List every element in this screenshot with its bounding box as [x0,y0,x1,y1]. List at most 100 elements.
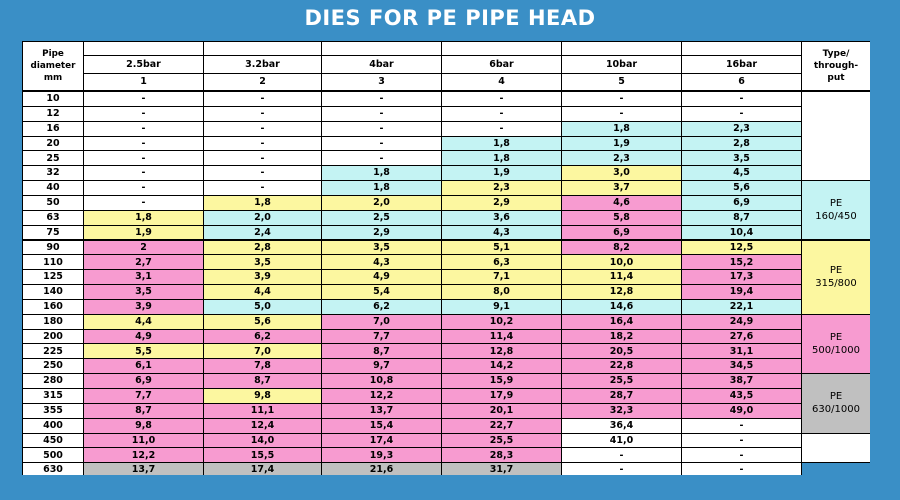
type-throughput-cell: PE 160/450 [802,181,870,240]
pipe-diameter-cell: 500 [23,448,83,463]
table-cell: 11,0 [84,433,203,448]
table-cell: 49,0 [682,403,801,418]
table-cell: 15,9 [442,374,561,388]
column-number: 5 [562,74,681,90]
table-cell: 3,6 [442,210,561,225]
table-cell: 36,4 [562,418,681,433]
table-cell: 41,0 [562,433,681,448]
table-cell: 16,4 [562,314,681,329]
column-header-spacer [442,42,561,55]
pipe-diameter-cell: 110 [23,255,83,270]
table-cell: - [562,463,681,475]
table-cell: 5,6 [204,314,321,329]
pipe-diameter-cell: 125 [23,270,83,285]
table-cell: - [84,181,203,195]
header-line: through- [813,61,859,71]
table-cell: 15,5 [204,448,321,463]
table-cell: 4,3 [322,255,441,270]
column-number: 2 [204,74,321,90]
table-cell: 13,7 [84,463,203,475]
table-cell: 22,1 [682,299,801,314]
pipe-diameter-cell: 180 [23,314,83,329]
type-throughput-cell: PE 315/800 [802,240,870,314]
pressure-header: 2.5bar [84,56,203,73]
pipe-diameter-cell: 250 [23,359,83,374]
table-cell: 2,5 [322,210,441,225]
table-cell: 20,1 [442,403,561,418]
table-cell: 24,9 [682,314,801,329]
table-cell: 3,5 [682,151,801,166]
table-cell: - [562,106,681,121]
table-cell: 2,3 [442,181,561,195]
table-cell: - [682,433,801,448]
column-number: 3 [322,74,441,90]
column-number: 4 [442,74,561,90]
pipe-diameter-cell: 32 [23,166,83,181]
pressure-header: 6bar [442,56,561,73]
column-header-spacer [204,42,321,55]
pipe-diameter-cell: 225 [23,344,83,359]
pipe-diameter-cell: 10 [23,92,83,106]
table-cell: - [84,195,203,210]
column-number: 6 [682,74,801,90]
table-cell: 1,8 [562,121,681,136]
table-cell: 8,7 [322,344,441,359]
table-cell: 10,4 [682,225,801,240]
table-cell: - [84,166,203,181]
table-cell: 5,4 [322,285,441,299]
table-cell: 11,1 [204,403,321,418]
pipe-diameter-cell: 90 [23,240,83,255]
pipe-diameter-cell: 200 [23,329,83,344]
table-cell: - [682,92,801,106]
table-cell: 8,7 [204,374,321,388]
table-cell: 19,3 [322,448,441,463]
pipe-diameter-cell: 20 [23,136,83,151]
header-line: PE [829,198,843,210]
table-cell: 5,6 [682,181,801,195]
table-cell: 7,7 [84,389,203,403]
table-cell: 19,4 [682,285,801,299]
table-cell: - [562,448,681,463]
table-cell: 6,1 [84,359,203,374]
table-cell: 3,7 [562,181,681,195]
pressure-header: 16bar [682,56,801,73]
table-cell: 20,5 [562,344,681,359]
table-cell: 8,7 [682,210,801,225]
table-cell: 7,1 [442,270,561,285]
pipe-diameter-cell: 63 [23,210,83,225]
table-cell: 1,8 [322,166,441,181]
table-cell: 3,5 [84,285,203,299]
table-cell: 15,2 [682,255,801,270]
table-cell: 3,5 [322,240,441,255]
table-cell: 31,1 [682,344,801,359]
pipe-diameter-cell: 450 [23,433,83,448]
table-cell: 25,5 [562,374,681,388]
table-cell: 4,6 [562,195,681,210]
table-cell: 1,9 [84,225,203,240]
table-cell: - [322,106,441,121]
column-header-spacer [682,42,801,55]
pipe-diameter-cell: 75 [23,225,83,240]
table-cell: 8,0 [442,285,561,299]
table-cell: 6,9 [84,374,203,388]
pipe-diameter-cell: 50 [23,195,83,210]
table-cell: 11,4 [442,329,561,344]
pipe-diameter-cell: 400 [23,418,83,433]
table-cell: 10,0 [562,255,681,270]
table-cell: 31,7 [442,463,561,475]
table-cell: - [204,136,321,151]
table-cell: 1,8 [442,151,561,166]
header-line: put [827,73,845,83]
table-cell: 43,5 [682,389,801,403]
pipe-diameter-header: Pipe diameter mm [23,42,83,90]
table-cell: 5,8 [562,210,681,225]
table-cell: 28,7 [562,389,681,403]
header-line: 500/1000 [812,344,860,356]
table-cell: 9,1 [442,299,561,314]
table-cell: 17,4 [322,433,441,448]
pipe-diameter-cell: 355 [23,403,83,418]
header-line: mm [43,73,63,83]
table-cell: - [84,92,203,106]
table-cell: 14,0 [204,433,321,448]
type-throughput-cell: PE 630/1000 [802,374,870,433]
